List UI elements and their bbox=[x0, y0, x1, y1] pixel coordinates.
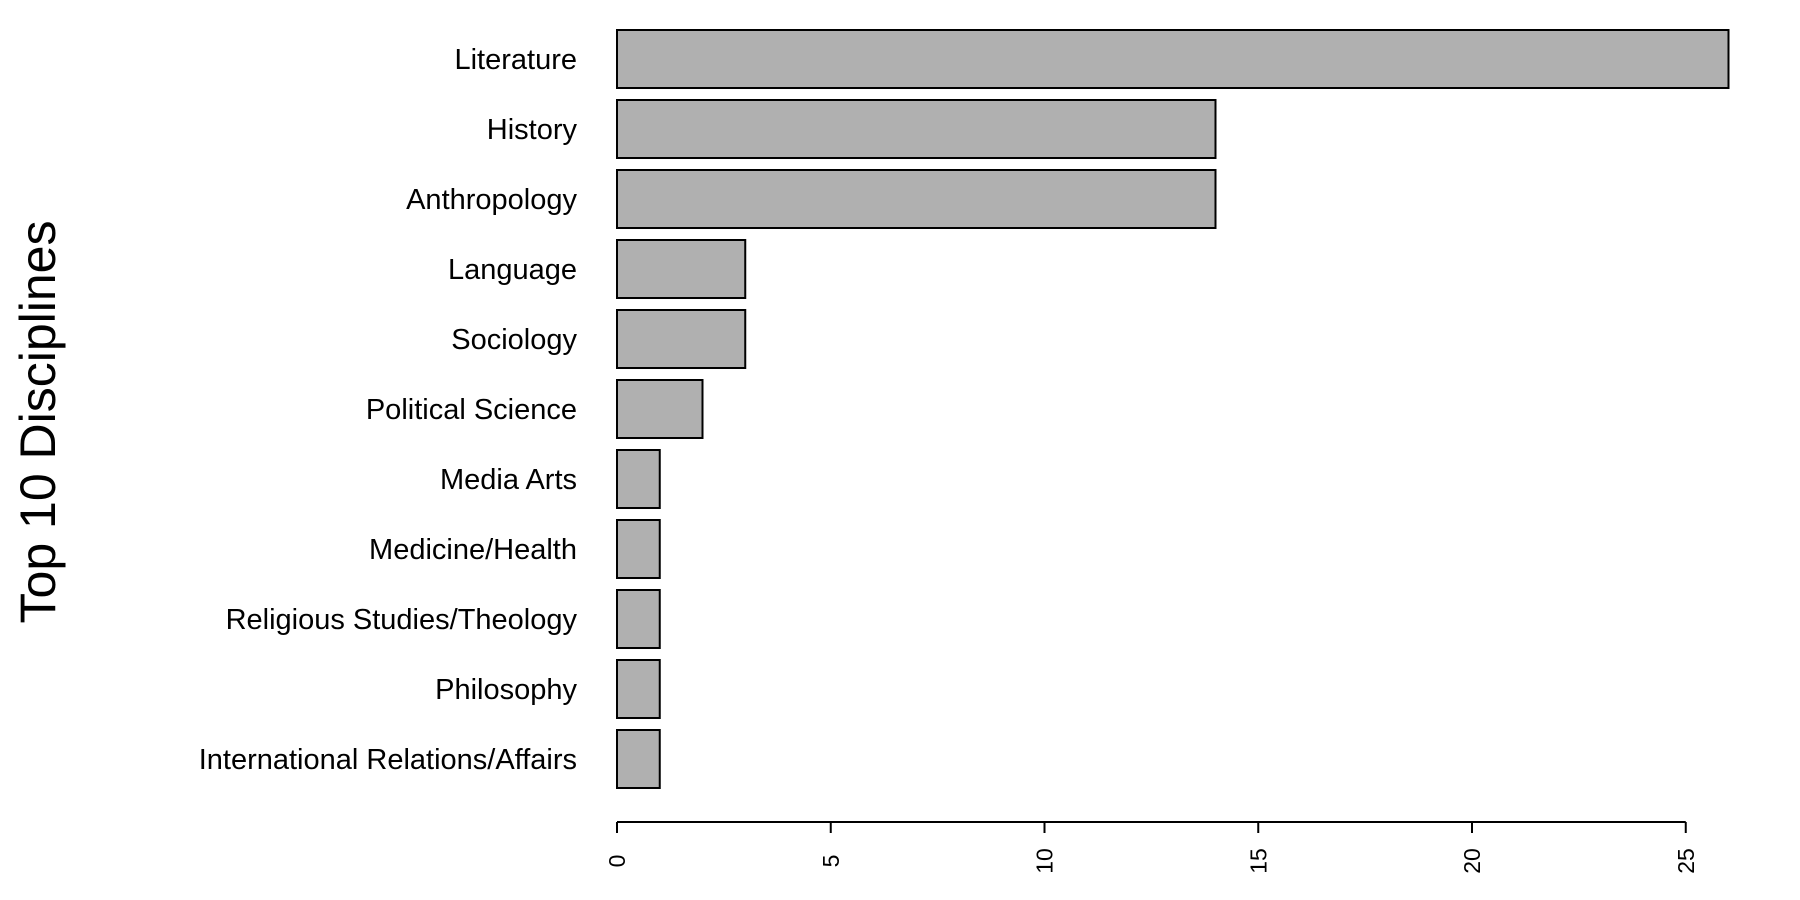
bar-4 bbox=[616, 309, 747, 369]
bar-6 bbox=[616, 449, 661, 509]
x-tick-label: 20 bbox=[1459, 848, 1485, 874]
x-tick-label: 5 bbox=[818, 855, 844, 868]
bar-9 bbox=[616, 659, 661, 719]
x-tick-label: 10 bbox=[1032, 848, 1058, 874]
y-axis-title: Top 10 Disciplines bbox=[10, 221, 66, 624]
category-label: Philosophy bbox=[435, 674, 577, 706]
category-label: Religious Studies/Theology bbox=[226, 604, 578, 636]
bar-1 bbox=[616, 99, 1217, 159]
category-label: Sociology bbox=[451, 324, 577, 356]
bar-0 bbox=[616, 29, 1730, 89]
x-tick-label: 15 bbox=[1245, 848, 1271, 874]
category-label: History bbox=[487, 114, 578, 146]
bars-layer: Literature History Anthropology Language Soc… bbox=[199, 29, 1730, 789]
category-label: Medicine/Health bbox=[369, 534, 577, 566]
bar-3 bbox=[616, 239, 747, 299]
bar-7 bbox=[616, 519, 661, 579]
bar-8 bbox=[616, 589, 661, 649]
bar-2 bbox=[616, 169, 1217, 229]
category-label: International Relations/Affairs bbox=[199, 744, 577, 776]
bar-10 bbox=[616, 729, 661, 789]
bar-5 bbox=[616, 379, 704, 439]
category-label: Literature bbox=[454, 44, 577, 76]
category-label: Anthropology bbox=[406, 184, 577, 216]
category-label: Language bbox=[448, 254, 577, 286]
x-tick-label: 0 bbox=[604, 855, 630, 868]
x-tick-label: 25 bbox=[1673, 848, 1699, 874]
category-label: Media Arts bbox=[440, 464, 577, 496]
x-axis: 0 5 10 15 20 25 bbox=[604, 821, 1699, 874]
category-label: Political Science bbox=[366, 394, 577, 426]
